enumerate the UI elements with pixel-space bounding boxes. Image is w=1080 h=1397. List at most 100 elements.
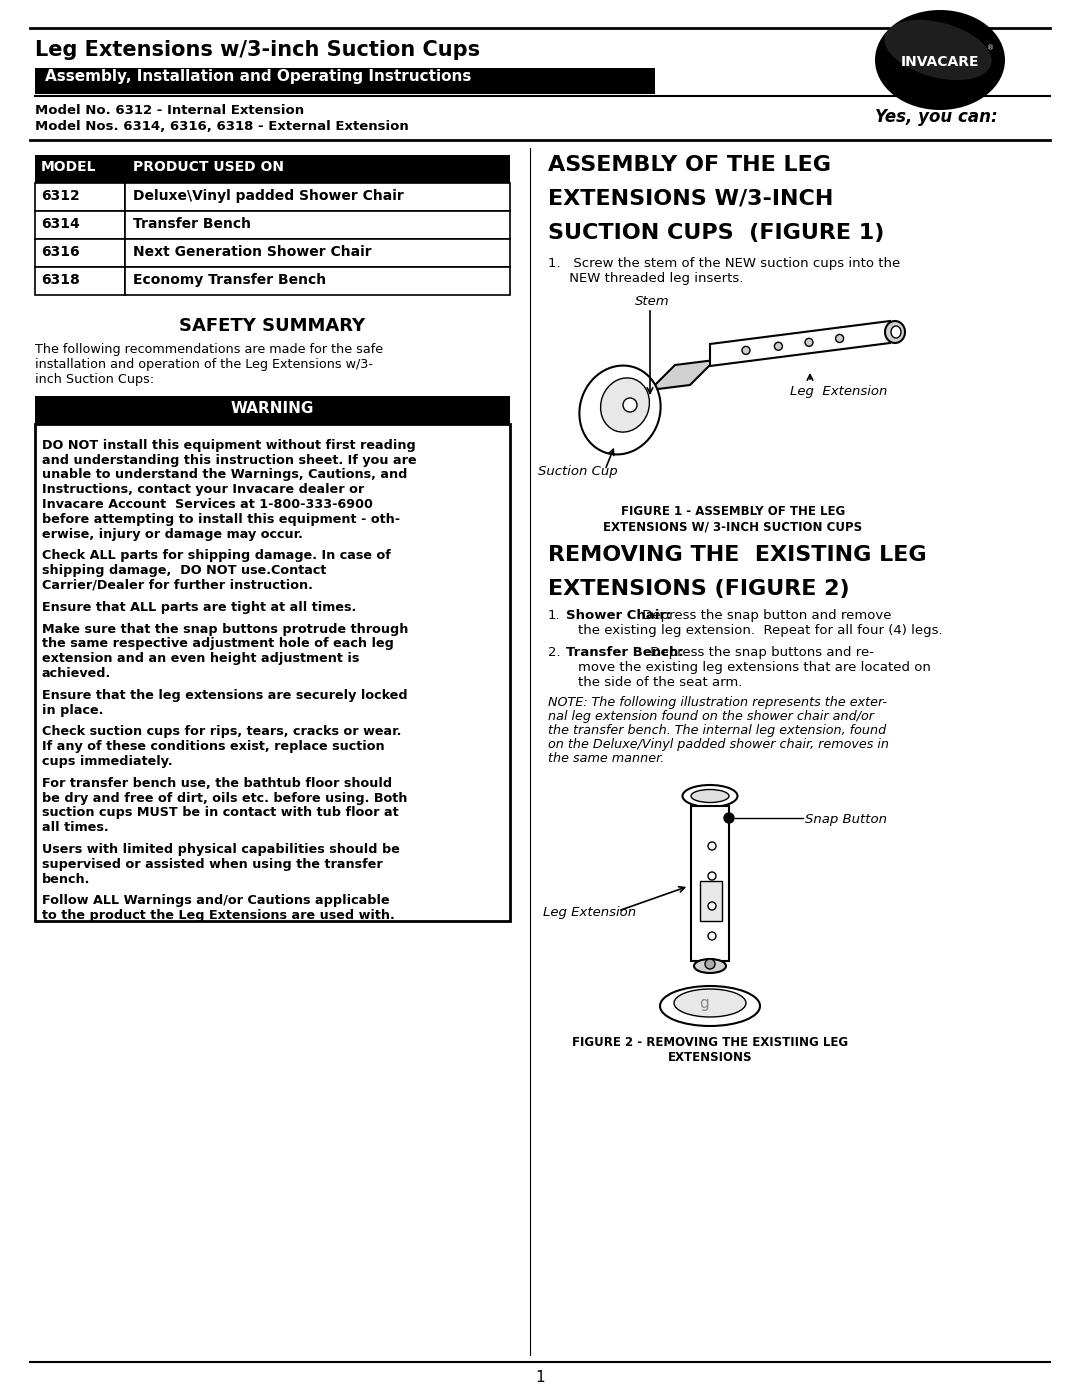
Text: the same respective adjustment hole of each leg: the same respective adjustment hole of e… xyxy=(42,637,394,651)
Text: on the Deluxe/Vinyl padded shower chair, removes in: on the Deluxe/Vinyl padded shower chair,… xyxy=(548,738,889,752)
Circle shape xyxy=(708,932,716,940)
Text: suction cups MUST be in contact with tub floor at: suction cups MUST be in contact with tub… xyxy=(42,806,399,820)
Bar xyxy=(35,267,125,295)
Text: If any of these conditions exist, replace suction: If any of these conditions exist, replac… xyxy=(42,740,384,753)
Text: Instructions, contact your Invacare dealer or: Instructions, contact your Invacare deal… xyxy=(42,483,364,496)
Text: NOTE: The following illustration represents the exter-: NOTE: The following illustration represe… xyxy=(548,696,887,710)
Circle shape xyxy=(742,346,750,355)
Text: Economy Transfer Bench: Economy Transfer Bench xyxy=(133,272,326,286)
Ellipse shape xyxy=(875,10,1005,110)
Text: 6314: 6314 xyxy=(41,217,80,231)
Text: EXTENSIONS W/3-INCH: EXTENSIONS W/3-INCH xyxy=(548,189,834,210)
Text: Depress the snap buttons and re-: Depress the snap buttons and re- xyxy=(646,645,874,659)
Polygon shape xyxy=(710,321,890,366)
Text: Transfer Bench: Transfer Bench xyxy=(133,217,251,231)
Bar xyxy=(35,68,654,94)
Text: be dry and free of dirt, oils etc. before using. Both: be dry and free of dirt, oils etc. befor… xyxy=(42,792,407,805)
Bar xyxy=(125,211,510,239)
Text: all times.: all times. xyxy=(42,821,109,834)
Text: REMOVING THE  EXISTING LEG: REMOVING THE EXISTING LEG xyxy=(548,545,927,564)
Text: Model Nos. 6314, 6316, 6318 - External Extension: Model Nos. 6314, 6316, 6318 - External E… xyxy=(35,120,408,133)
Text: DO NOT install this equipment without first reading: DO NOT install this equipment without fi… xyxy=(42,439,416,451)
Text: EXTENSIONS W/ 3-INCH SUCTION CUPS: EXTENSIONS W/ 3-INCH SUCTION CUPS xyxy=(604,520,863,534)
Text: extension and an even height adjustment is: extension and an even height adjustment … xyxy=(42,652,360,665)
Text: Transfer Bench:: Transfer Bench: xyxy=(566,645,684,659)
Ellipse shape xyxy=(674,989,746,1017)
Text: erwise, injury or damage may occur.: erwise, injury or damage may occur. xyxy=(42,528,302,541)
Circle shape xyxy=(708,902,716,909)
Text: Leg  Extension: Leg Extension xyxy=(789,386,888,398)
Text: before attempting to install this equipment - oth-: before attempting to install this equipm… xyxy=(42,513,400,525)
Text: Depress the snap button and remove: Depress the snap button and remove xyxy=(638,609,891,622)
Text: Users with limited physical capabilities should be: Users with limited physical capabilities… xyxy=(42,842,400,856)
Text: ASSEMBLY OF THE LEG: ASSEMBLY OF THE LEG xyxy=(548,155,831,175)
Circle shape xyxy=(705,958,715,970)
Ellipse shape xyxy=(885,321,905,344)
Text: For transfer bench use, the bathtub floor should: For transfer bench use, the bathtub floo… xyxy=(42,777,392,789)
Bar xyxy=(35,155,510,183)
Text: NEW threaded leg inserts.: NEW threaded leg inserts. xyxy=(548,272,743,285)
Text: installation and operation of the Leg Extensions w/3-: installation and operation of the Leg Ex… xyxy=(35,358,373,372)
Bar xyxy=(691,806,729,961)
Text: the same manner.: the same manner. xyxy=(548,752,664,766)
Ellipse shape xyxy=(683,785,738,807)
Text: cups immediately.: cups immediately. xyxy=(42,754,173,768)
Text: Stem: Stem xyxy=(635,295,670,307)
Text: nal leg extension found on the shower chair and/or: nal leg extension found on the shower ch… xyxy=(548,710,874,724)
Bar xyxy=(125,239,510,267)
Text: Follow ALL Warnings and/or Cautions applicable: Follow ALL Warnings and/or Cautions appl… xyxy=(42,894,390,908)
Circle shape xyxy=(623,398,637,412)
Text: 6312: 6312 xyxy=(41,189,80,203)
Text: The following recommendations are made for the safe: The following recommendations are made f… xyxy=(35,344,383,356)
Text: ®: ® xyxy=(987,45,994,52)
Text: Shower Chair:: Shower Chair: xyxy=(566,609,672,622)
Text: Ensure that ALL parts are tight at all times.: Ensure that ALL parts are tight at all t… xyxy=(42,601,356,613)
Circle shape xyxy=(836,334,843,342)
Bar xyxy=(125,183,510,211)
Text: 2.: 2. xyxy=(548,645,561,659)
Text: Check ALL parts for shipping damage. In case of: Check ALL parts for shipping damage. In … xyxy=(42,549,391,563)
Text: and understanding this instruction sheet. If you are: and understanding this instruction sheet… xyxy=(42,454,417,467)
Text: PRODUCT USED ON: PRODUCT USED ON xyxy=(133,161,284,175)
Text: achieved.: achieved. xyxy=(42,666,111,680)
Text: to the product the Leg Extensions are used with.: to the product the Leg Extensions are us… xyxy=(42,909,395,922)
Text: shipping damage,  DO NOT use.Contact: shipping damage, DO NOT use.Contact xyxy=(42,564,326,577)
Text: Check suction cups for rips, tears, cracks or wear.: Check suction cups for rips, tears, crac… xyxy=(42,725,402,739)
Text: Yes, you can:: Yes, you can: xyxy=(875,108,998,126)
Ellipse shape xyxy=(891,326,901,338)
Circle shape xyxy=(774,342,782,351)
Circle shape xyxy=(724,813,734,823)
Bar xyxy=(35,425,510,921)
Text: 6316: 6316 xyxy=(41,244,80,258)
Bar xyxy=(35,183,125,211)
Text: in place.: in place. xyxy=(42,704,104,717)
Text: 1.   Screw the stem of the NEW suction cups into the: 1. Screw the stem of the NEW suction cup… xyxy=(548,257,901,270)
Ellipse shape xyxy=(660,986,760,1025)
Ellipse shape xyxy=(579,366,661,454)
Polygon shape xyxy=(650,360,715,390)
Bar xyxy=(35,239,125,267)
Text: Snap Button: Snap Button xyxy=(805,813,887,826)
Bar xyxy=(35,211,125,239)
Text: FIGURE 1 - ASSEMBLY OF THE LEG: FIGURE 1 - ASSEMBLY OF THE LEG xyxy=(621,504,846,518)
Bar xyxy=(700,882,723,921)
Circle shape xyxy=(805,338,813,346)
Bar xyxy=(125,267,510,295)
Text: INVACARE: INVACARE xyxy=(901,54,980,68)
Text: Next Generation Shower Chair: Next Generation Shower Chair xyxy=(133,244,372,258)
Text: the side of the seat arm.: the side of the seat arm. xyxy=(578,676,742,689)
Text: supervised or assisted when using the transfer: supervised or assisted when using the tr… xyxy=(42,858,382,870)
Ellipse shape xyxy=(691,789,729,802)
Bar xyxy=(35,395,510,425)
Text: g: g xyxy=(699,996,708,1011)
Ellipse shape xyxy=(885,20,991,80)
Text: 1: 1 xyxy=(536,1370,544,1384)
Text: MODEL: MODEL xyxy=(41,161,96,175)
Ellipse shape xyxy=(600,377,649,432)
Text: move the existing leg extensions that are located on: move the existing leg extensions that ar… xyxy=(578,661,931,673)
Text: 6318: 6318 xyxy=(41,272,80,286)
Text: Deluxe\Vinyl padded Shower Chair: Deluxe\Vinyl padded Shower Chair xyxy=(133,189,404,203)
Circle shape xyxy=(708,872,716,880)
Text: Leg Extension: Leg Extension xyxy=(543,907,636,919)
Text: 1.: 1. xyxy=(548,609,561,622)
